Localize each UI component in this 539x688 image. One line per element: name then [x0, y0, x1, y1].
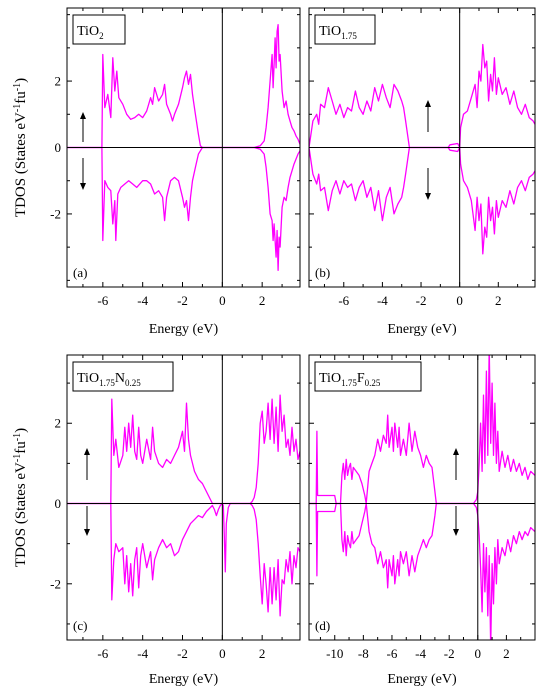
y-axis-label: TDOS (States eV-1fu-1) [12, 78, 29, 217]
spin-up-curve [309, 355, 535, 505]
x-axis-label: Energy (eV) [387, 672, 457, 687]
y-tick-label: -2 [50, 206, 61, 221]
x-tick-label: -2 [177, 293, 188, 308]
panel-b: -6 -4 -2 0 2 Energy (eV) TiO1.75 (b) [308, 7, 536, 337]
spin-up-curve [309, 43, 535, 149]
spin-down-curve [309, 146, 535, 255]
x-axis-label: Energy (eV) [149, 672, 219, 687]
title-box [72, 14, 126, 45]
y-tick-label: 0 [55, 140, 62, 155]
panel-caption: (a) [73, 265, 87, 280]
x-tick-label: -2 [444, 646, 455, 661]
x-tick-label: 2 [495, 293, 502, 308]
y-tick-label: 0 [55, 496, 62, 511]
x-tick-label: 0 [219, 646, 226, 661]
y-axis-label: TDOS (States eV-1fu-1) [12, 428, 29, 567]
up-arrow-head [84, 448, 90, 455]
y-tick-label: -2 [50, 576, 61, 591]
x-tick-label: -6 [338, 293, 349, 308]
x-tick-label: -6 [97, 293, 108, 308]
y-tick-label: 2 [55, 416, 62, 431]
up-arrow-head [425, 100, 431, 107]
title-box [314, 361, 422, 392]
x-tick-label: 2 [503, 646, 510, 661]
x-axis-label: Energy (eV) [149, 322, 219, 337]
plot-frame [66, 354, 301, 641]
x-tick-label: -4 [377, 293, 388, 308]
x-tick-label: -4 [415, 646, 426, 661]
up-arrow-head [80, 112, 86, 119]
down-arrow-head [425, 193, 431, 200]
panel-d: -10 -8 -6 -4 -2 0 2 Energy (eV) TiO1.75F0.25 (d) [308, 354, 536, 687]
spin-up-curve [67, 23, 300, 149]
panel-title: TiO1.75F0.25 [319, 371, 381, 388]
x-axis-label: Energy (eV) [387, 322, 457, 337]
x-tick-label: 2 [259, 293, 266, 308]
x-tick-label: -8 [358, 646, 369, 661]
title-box [314, 14, 376, 45]
down-arrow-head [453, 529, 459, 536]
panel-title: TiO1.75N0.25 [77, 371, 141, 388]
spin-down-curve [67, 146, 300, 272]
x-tick-label: 2 [259, 646, 266, 661]
panel-caption: (d) [315, 618, 330, 633]
plot-frame [308, 354, 536, 641]
spin-up-curve [67, 394, 300, 505]
x-tick-label: -2 [416, 293, 427, 308]
down-arrow-head [80, 183, 86, 190]
x-tick-label: -10 [326, 646, 343, 661]
spin-down-curve [309, 502, 535, 640]
panel-title: TiO2 [77, 24, 104, 41]
x-tick-label: -4 [137, 293, 148, 308]
x-tick-label: -2 [177, 646, 188, 661]
x-tick-label: 0 [475, 646, 482, 661]
x-tick-label: -4 [137, 646, 148, 661]
spin-down-curve [67, 502, 300, 617]
x-tick-label: 0 [219, 293, 226, 308]
up-arrow-head [453, 448, 459, 455]
y-tick-label: 2 [55, 74, 62, 89]
panel-caption: (c) [73, 618, 87, 633]
x-tick-label: -6 [97, 646, 108, 661]
panel-title: TiO1.75 [319, 24, 357, 41]
x-tick-label: 0 [456, 293, 463, 308]
panel-caption: (b) [315, 265, 330, 280]
down-arrow-head [84, 529, 90, 536]
title-box [72, 361, 174, 392]
x-tick-label: -6 [387, 646, 398, 661]
panel-c: -6 -4 -2 0 2 -2 0 2 Energy (eV) TDOS (States eV-1… [12, 354, 301, 687]
panel-a: -6 -4 -2 0 2 -2 0 2 Energy (eV) TDOS (States eV-1… [12, 7, 301, 337]
